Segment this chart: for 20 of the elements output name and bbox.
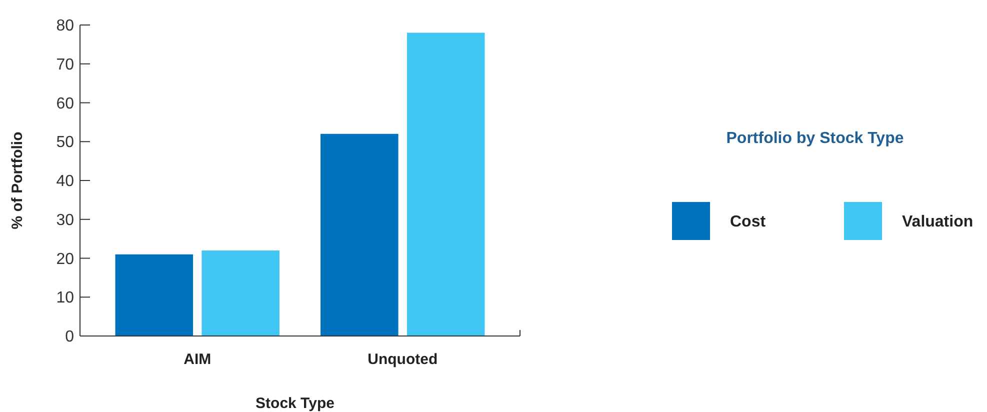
y-tick-label: 80 bbox=[56, 18, 74, 35]
legend-label: Cost bbox=[730, 214, 766, 231]
bar bbox=[202, 250, 280, 336]
y-tick-label: 20 bbox=[56, 250, 74, 268]
x-tick-label: Unquoted bbox=[368, 351, 438, 368]
y-tick-label: 30 bbox=[56, 212, 74, 229]
x-tick-label: AIM bbox=[184, 351, 212, 368]
y-tick-label: 50 bbox=[56, 134, 74, 152]
y-tick-label: 10 bbox=[56, 290, 74, 307]
y-axis-title: % of Portfolio bbox=[9, 132, 26, 230]
x-axis-title: Stock Type bbox=[256, 395, 334, 412]
bar bbox=[115, 254, 194, 336]
legend-label: Valuation bbox=[902, 214, 974, 231]
bar bbox=[320, 134, 398, 336]
y-tick-label: 0 bbox=[65, 328, 74, 346]
y-tick-label: 40 bbox=[56, 173, 74, 190]
bar bbox=[406, 32, 485, 336]
y-tick-label: 70 bbox=[56, 56, 74, 74]
legend-title: Portfolio by Stock Type bbox=[726, 130, 904, 147]
y-tick-label: 60 bbox=[56, 95, 74, 112]
